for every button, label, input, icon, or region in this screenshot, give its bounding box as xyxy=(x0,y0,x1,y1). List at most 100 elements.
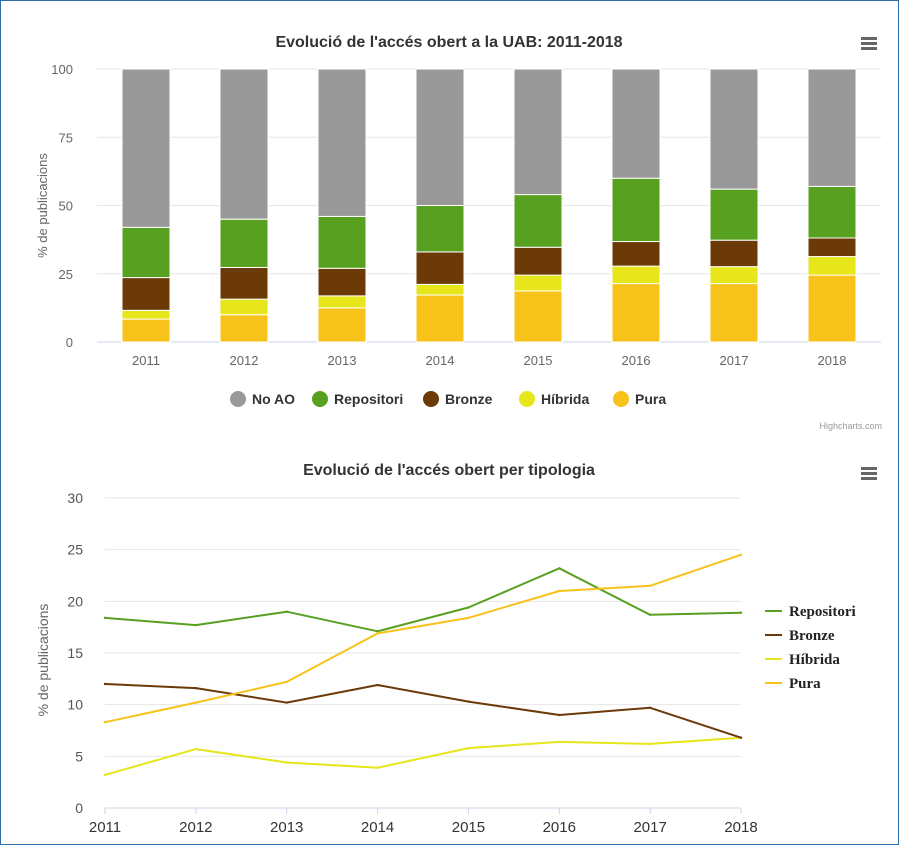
legend-item-noao[interactable]: No AO xyxy=(230,391,295,407)
y-tick-label: 25 xyxy=(59,267,73,282)
bar-segment-noao[interactable] xyxy=(513,68,563,196)
data-point-hbrida[interactable] xyxy=(558,740,561,744)
x-tick-label: 2014 xyxy=(426,353,455,368)
data-point-pura[interactable] xyxy=(285,680,288,684)
data-point-repositori[interactable] xyxy=(739,611,743,614)
bar-segment-hbrida[interactable] xyxy=(121,309,171,320)
bar-segment-bronze[interactable] xyxy=(415,251,465,285)
data-point-repositori[interactable] xyxy=(194,623,198,627)
bar-segment-repositori[interactable] xyxy=(317,215,367,269)
data-point-pura[interactable] xyxy=(558,589,561,593)
bar-segment-hbrida[interactable] xyxy=(611,265,661,285)
bar-segment-pura[interactable] xyxy=(709,283,759,343)
bar-segment-pura[interactable] xyxy=(611,283,661,343)
bar-segment-repositori[interactable] xyxy=(121,226,171,279)
data-point-pura[interactable] xyxy=(376,632,379,635)
hamburger-line xyxy=(861,42,877,45)
legend-label: Híbrida xyxy=(541,391,589,407)
bar-segment-noao[interactable] xyxy=(807,68,857,187)
data-point-hbrida[interactable] xyxy=(194,747,198,751)
bar-segment-noao[interactable] xyxy=(709,68,759,190)
bar-segment-repositori[interactable] xyxy=(807,185,857,239)
bar-segment-pura[interactable] xyxy=(513,290,563,343)
bar-segment-hbrida[interactable] xyxy=(709,266,759,285)
bar-segment-bronze[interactable] xyxy=(219,266,269,300)
bar-segment-hbrida[interactable] xyxy=(513,274,563,292)
bar-segment-repositori[interactable] xyxy=(513,194,563,248)
bar-segment-pura[interactable] xyxy=(807,274,857,343)
x-tick-label: 2015 xyxy=(524,353,553,368)
hamburger-line xyxy=(861,47,877,50)
data-point-bronze[interactable] xyxy=(467,700,470,703)
bar-segment-repositori[interactable] xyxy=(415,205,465,253)
series-line-pura[interactable] xyxy=(104,553,742,724)
legend: Repositori Bronze Híbrida Pura xyxy=(765,604,856,692)
bar-segment-pura[interactable] xyxy=(317,307,367,343)
data-point-bronze[interactable] xyxy=(194,686,198,690)
x-tick-label: 2018 xyxy=(724,819,757,836)
bar-segment-hbrida[interactable] xyxy=(317,295,367,309)
data-point-bronze[interactable] xyxy=(103,682,107,686)
data-point-pura[interactable] xyxy=(103,721,107,724)
legend-item-bronze[interactable]: Bronze xyxy=(423,391,493,407)
series-line-bronze[interactable] xyxy=(104,683,742,739)
data-point-hbrida[interactable] xyxy=(648,742,652,746)
bar-segment-noao[interactable] xyxy=(415,68,465,206)
series-line-repositori[interactable] xyxy=(104,567,742,633)
data-point-hbrida[interactable] xyxy=(285,761,288,764)
x-tick-label: 2017 xyxy=(633,819,666,836)
data-point-repositori[interactable] xyxy=(103,616,107,620)
legend-item-hbrida[interactable]: Híbrida xyxy=(519,391,589,407)
x-tick-label: 2018 xyxy=(818,353,847,368)
legend-item-pura[interactable]: Pura xyxy=(765,676,821,692)
bar-segment-hbrida[interactable] xyxy=(807,256,857,276)
bar-segment-noao[interactable] xyxy=(611,68,661,179)
bar-segment-repositori[interactable] xyxy=(611,177,661,243)
bar-segment-hbrida[interactable] xyxy=(219,298,269,316)
bar-segment-repositori[interactable] xyxy=(219,218,269,268)
data-point-hbrida[interactable] xyxy=(376,766,379,769)
chart-context-menu-button[interactable] xyxy=(859,465,879,483)
data-point-pura[interactable] xyxy=(739,553,743,557)
bar-segment-noao[interactable] xyxy=(317,68,367,217)
chart-context-menu-button[interactable] xyxy=(859,35,879,53)
bar-segment-noao[interactable] xyxy=(121,68,171,228)
bar-segment-hbrida[interactable] xyxy=(415,283,465,296)
chart-title: Evolució de l'accés obert a la UAB: 2011… xyxy=(275,34,622,51)
bar-segment-bronze[interactable] xyxy=(317,267,367,297)
data-point-hbrida[interactable] xyxy=(103,773,107,777)
data-point-pura[interactable] xyxy=(467,616,470,620)
bar-segment-pura[interactable] xyxy=(219,314,269,343)
bar-segment-repositori[interactable] xyxy=(709,188,759,241)
legend: No AO Repositori Bronze Híbrida Pura xyxy=(230,391,666,407)
data-point-bronze[interactable] xyxy=(739,736,743,739)
bar-segment-noao[interactable] xyxy=(219,68,269,220)
data-point-bronze[interactable] xyxy=(285,701,288,704)
data-point-pura[interactable] xyxy=(648,584,652,588)
legend-label: Bronze xyxy=(789,628,835,644)
data-point-hbrida[interactable] xyxy=(467,746,470,750)
data-point-bronze[interactable] xyxy=(376,683,379,687)
data-point-pura[interactable] xyxy=(194,701,198,704)
bar-segment-bronze[interactable] xyxy=(807,237,857,258)
data-point-repositori[interactable] xyxy=(558,567,561,570)
legend-item-hbrida[interactable]: Híbrida xyxy=(765,652,840,668)
legend-item-pura[interactable]: Pura xyxy=(613,391,666,407)
data-point-bronze[interactable] xyxy=(558,713,561,717)
data-point-bronze[interactable] xyxy=(648,706,652,709)
legend-item-repositori[interactable]: Repositori xyxy=(765,604,856,620)
data-point-repositori[interactable] xyxy=(285,610,288,613)
bar-segment-pura[interactable] xyxy=(415,294,465,343)
legend-item-repositori[interactable]: Repositori xyxy=(312,391,403,407)
highcharts-credit-link[interactable]: Highcharts.com xyxy=(819,421,882,431)
data-point-repositori[interactable] xyxy=(648,613,652,616)
data-point-repositori[interactable] xyxy=(467,606,470,609)
bar-segment-bronze[interactable] xyxy=(121,277,171,311)
bar-segment-bronze[interactable] xyxy=(611,241,661,267)
series-line-hbrida[interactable] xyxy=(104,736,742,776)
bar-segment-bronze[interactable] xyxy=(709,239,759,268)
bar-segment-bronze[interactable] xyxy=(513,246,563,276)
bar-segment-pura[interactable] xyxy=(121,318,171,343)
legend-item-bronze[interactable]: Bronze xyxy=(765,628,835,644)
data-point-repositori[interactable] xyxy=(376,630,379,633)
